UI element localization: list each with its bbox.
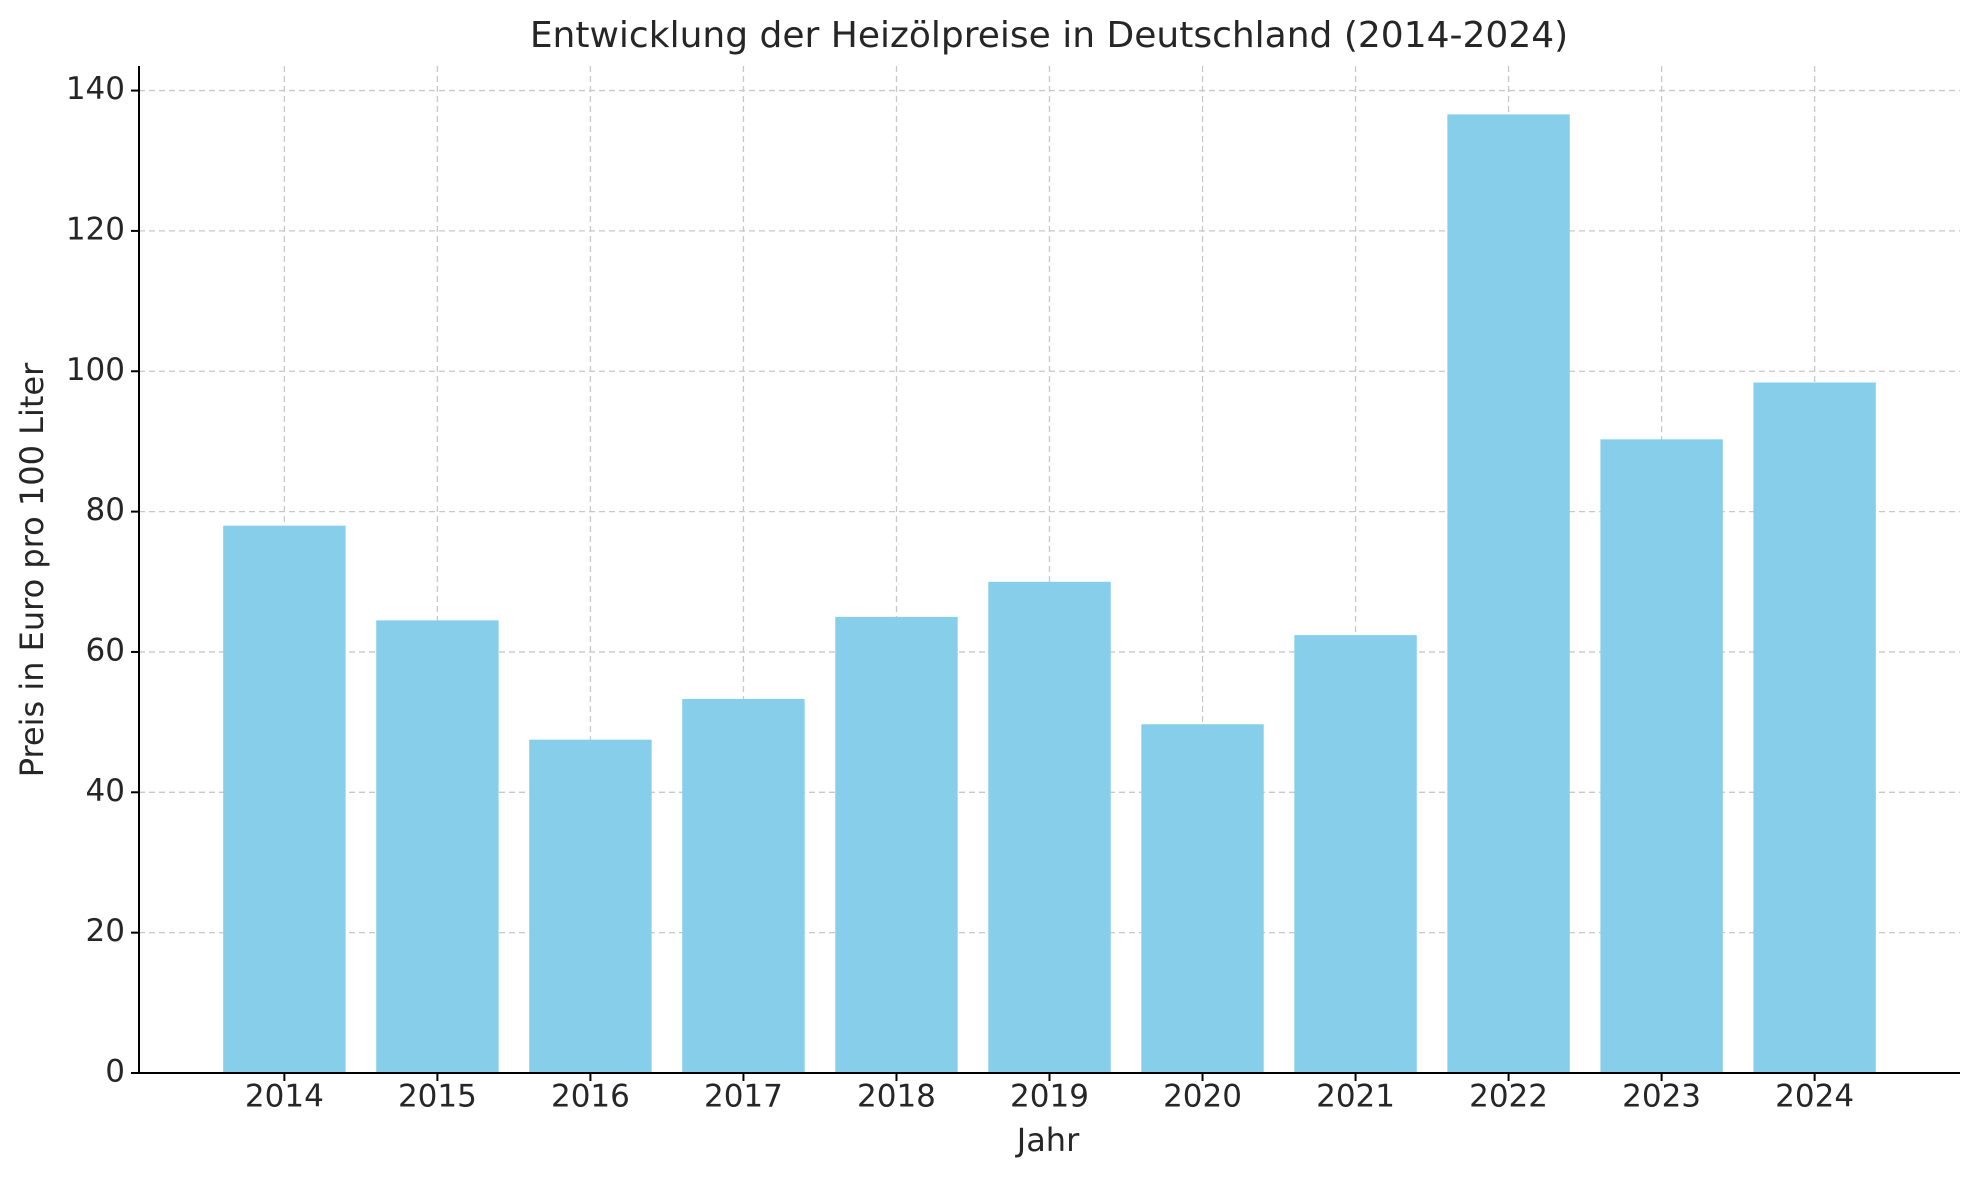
bar: [1600, 439, 1723, 1073]
x-tick-label: 2018: [857, 1079, 936, 1115]
bar: [1141, 724, 1264, 1073]
y-tick-label: 80: [86, 492, 125, 528]
x-tick-label: 2019: [1010, 1079, 1089, 1115]
y-tick-label: 20: [86, 913, 125, 949]
bar: [529, 739, 652, 1073]
y-tick-label: 40: [86, 773, 125, 809]
chart-title: Entwicklung der Heizölpreise in Deutschl…: [530, 15, 1568, 56]
bar: [682, 698, 805, 1073]
x-tick-label: 2021: [1316, 1079, 1395, 1115]
bar: [1294, 635, 1417, 1073]
x-tick-label: 2015: [398, 1079, 477, 1115]
x-tick-label: 2014: [245, 1079, 324, 1115]
bar: [835, 616, 958, 1073]
y-tick-label: 0: [105, 1054, 125, 1090]
bar: [223, 525, 346, 1073]
y-tick-label: 100: [66, 352, 125, 388]
bar: [1753, 382, 1876, 1073]
y-axis-label: Preis in Euro pro 100 Liter: [13, 362, 51, 777]
bar: [376, 620, 499, 1073]
x-axis-label: Jahr: [1015, 1121, 1080, 1159]
x-tick-label: 2017: [704, 1079, 783, 1115]
bar: [1447, 114, 1570, 1073]
y-tick-label: 60: [86, 632, 125, 668]
x-tick-label: 2020: [1163, 1079, 1242, 1115]
y-tick-label: 140: [66, 71, 125, 107]
x-tick-label: 2023: [1622, 1079, 1701, 1115]
x-tick-label: 2024: [1775, 1079, 1854, 1115]
y-tick-label: 120: [66, 211, 125, 247]
x-tick-label: 2016: [551, 1079, 630, 1115]
x-tick-label: 2022: [1469, 1079, 1548, 1115]
bar: [988, 581, 1111, 1073]
